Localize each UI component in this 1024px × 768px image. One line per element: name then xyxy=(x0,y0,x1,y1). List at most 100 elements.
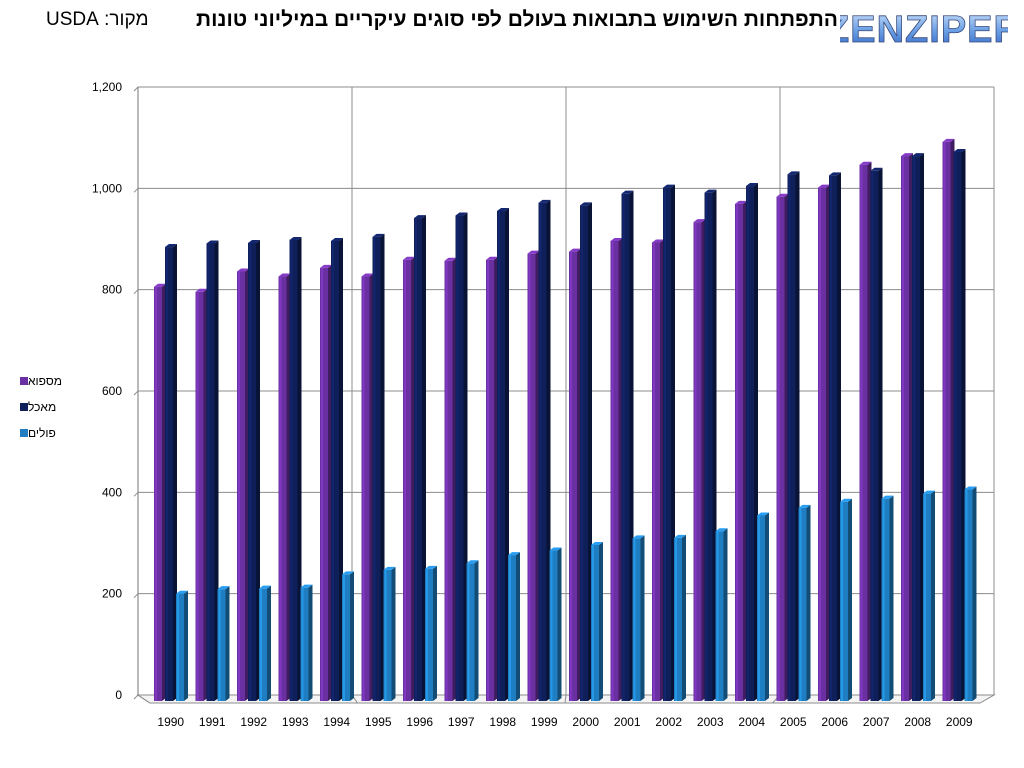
bar-side xyxy=(848,498,852,701)
bar-top xyxy=(610,237,623,241)
bar-front xyxy=(776,196,785,701)
x-tick-label: 2009 xyxy=(946,715,973,729)
bar xyxy=(497,207,509,701)
bar-side xyxy=(308,584,313,701)
bar-highlight xyxy=(528,253,531,701)
bar-highlight xyxy=(902,156,904,702)
bar-top xyxy=(259,585,271,589)
bar-top xyxy=(217,586,230,590)
bar-front xyxy=(259,588,267,701)
bar xyxy=(154,283,166,701)
bar-front xyxy=(383,569,392,701)
bar-side xyxy=(267,585,271,701)
bar-highlight xyxy=(633,538,636,701)
bar-highlight xyxy=(788,174,791,701)
bar-front xyxy=(508,555,516,701)
bar-highlight xyxy=(965,489,968,701)
y-tick-label: 1,000 xyxy=(92,181,122,195)
bar-highlight xyxy=(736,203,738,701)
bar-top xyxy=(704,189,717,193)
bar-highlight xyxy=(860,164,863,702)
bar-front xyxy=(818,187,826,702)
bar xyxy=(840,498,852,701)
bar-top xyxy=(466,560,479,564)
bar-highlight xyxy=(841,501,843,701)
bar-highlight xyxy=(694,222,697,701)
bar xyxy=(414,215,426,702)
y-tick-label: 800 xyxy=(102,283,122,297)
bar-highlight xyxy=(279,276,282,701)
bar-front xyxy=(372,236,381,701)
bar xyxy=(610,237,623,702)
bars xyxy=(154,138,977,702)
bar-highlight xyxy=(830,175,832,702)
bar-top xyxy=(569,248,581,252)
bar-front xyxy=(964,489,973,701)
bar-highlight xyxy=(943,141,946,702)
bar-front xyxy=(300,587,309,701)
bar-top xyxy=(300,584,313,588)
bar xyxy=(591,541,603,701)
bar xyxy=(538,199,551,702)
wall-tick xyxy=(133,86,139,92)
legend-item-feed: מספוא xyxy=(14,368,64,394)
bar-top xyxy=(206,240,219,244)
legend-swatch-feed xyxy=(20,377,28,385)
bar-highlight xyxy=(249,242,251,701)
x-tick-label: 2007 xyxy=(863,715,890,729)
bar xyxy=(787,171,800,701)
bar xyxy=(237,268,249,701)
x-tick-label: 1991 xyxy=(199,715,226,729)
bar-front xyxy=(787,174,796,701)
bar-top xyxy=(486,256,498,260)
y-tick-label: 0 xyxy=(115,688,122,702)
bar xyxy=(881,495,894,701)
bar-highlight xyxy=(404,259,406,701)
legend-swatch-food xyxy=(20,403,28,411)
bar-top xyxy=(361,273,374,277)
bar-front xyxy=(693,222,702,701)
bar-front xyxy=(953,152,962,701)
bar xyxy=(704,189,717,701)
bar-side xyxy=(889,495,894,701)
bar-highlight xyxy=(155,286,157,701)
bar xyxy=(289,236,302,702)
bar-top xyxy=(881,495,894,499)
bar-top xyxy=(735,200,747,204)
bar-top xyxy=(580,202,592,206)
bar-front xyxy=(361,276,370,701)
bar-highlight xyxy=(664,187,666,702)
bar xyxy=(331,237,343,702)
x-tick-label: 1994 xyxy=(323,715,350,729)
bar-front xyxy=(466,563,475,701)
legend-swatch-industrial xyxy=(20,429,28,437)
bar-front xyxy=(829,175,837,702)
bar-top xyxy=(176,590,188,594)
bar xyxy=(757,512,769,701)
bar-front xyxy=(652,242,660,701)
bar-top xyxy=(674,534,686,538)
x-tick-label: 1998 xyxy=(489,715,516,729)
bar xyxy=(859,161,872,702)
bar-highlight xyxy=(415,218,417,702)
bar-front xyxy=(912,156,920,702)
bar-top xyxy=(591,541,603,545)
bar xyxy=(746,183,758,701)
bar-front xyxy=(859,164,868,702)
logo: ZENZIPER xyxy=(840,9,1008,52)
bar-top xyxy=(621,190,634,194)
wall-tick xyxy=(133,593,139,599)
bar xyxy=(674,534,686,701)
bar-top xyxy=(798,504,811,508)
bar-front xyxy=(195,291,204,701)
bar xyxy=(964,486,977,701)
bar-front xyxy=(715,531,724,701)
bar-top xyxy=(508,552,520,556)
bar-side xyxy=(599,541,603,701)
x-tick-label: 2006 xyxy=(821,715,848,729)
bar-highlight xyxy=(819,187,821,702)
bar xyxy=(580,202,592,701)
bar-top xyxy=(278,273,291,277)
bar-highlight xyxy=(799,507,802,701)
